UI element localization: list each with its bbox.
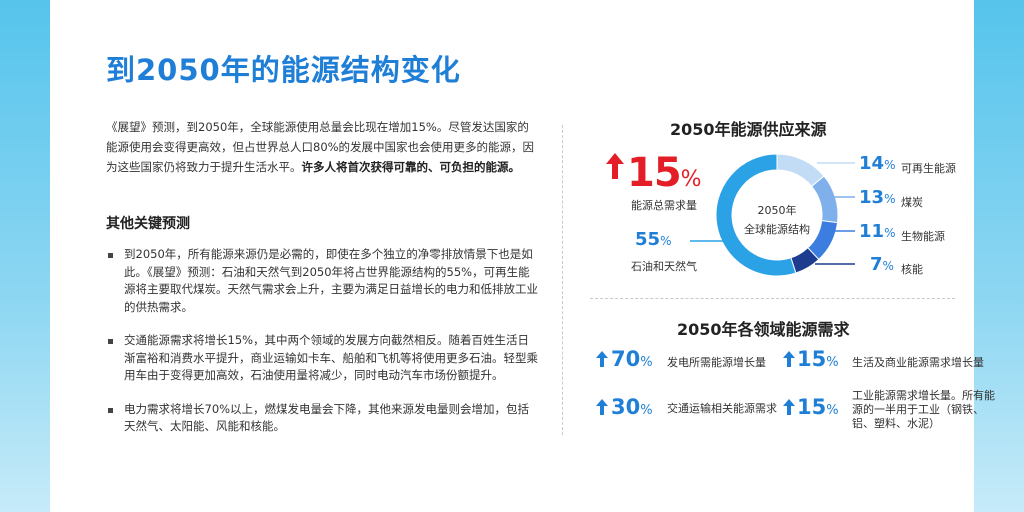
- coal-number: 13: [859, 187, 885, 208]
- residential-demand-label: 生活及商业能源需求增长量: [852, 356, 984, 369]
- renewables-percent: %: [884, 158, 896, 172]
- donut-center-label: 2050年 全球能源结构: [731, 201, 823, 239]
- intro-paragraph: 《展望》预测，到2050年，全球能源使用总量会比现在增加15%。尽管发达国家的能…: [106, 117, 538, 177]
- coal-percent: %: [884, 192, 896, 206]
- page-title: 到2050年的能源结构变化: [106, 53, 461, 87]
- supply-heading: 2050年能源供应来源: [670, 120, 827, 139]
- up-arrow-icon: [606, 153, 624, 179]
- residential-demand-value: 15%: [797, 347, 839, 371]
- list-item: 到2050年，所有能源来源仍是必需的，即使在多个独立的净零排放情景下也是如此。《…: [106, 246, 538, 316]
- bioenergy-value: 11%: [859, 221, 895, 242]
- bioenergy-percent: %: [884, 226, 896, 240]
- transport-demand-percent: %: [640, 403, 653, 418]
- document-page: 到2050年的能源结构变化 《展望》预测，到2050年，全球能源使用总量会比现在…: [50, 0, 995, 512]
- nuclear-percent: %: [882, 259, 894, 273]
- power-demand-label: 发电所需能源增长量: [667, 356, 766, 369]
- energy-mix-donut: [715, 153, 839, 277]
- power-demand-value: 70%: [611, 347, 653, 371]
- nuclear-number: 7: [870, 254, 883, 275]
- up-arrow-icon: [596, 399, 608, 415]
- total-demand-percent: %: [680, 167, 702, 192]
- coal-label: 煤炭: [901, 196, 923, 209]
- industry-demand-number: 15: [797, 395, 827, 419]
- residential-demand-percent: %: [826, 355, 839, 370]
- nuclear-label: 核能: [901, 263, 923, 276]
- list-item: 交通能源需求将增长15%，其中两个领域的发展方向截然相反。随着百姓生活日渐富裕和…: [106, 332, 538, 385]
- oil-gas-number: 55: [635, 229, 661, 250]
- industry-demand-percent: %: [826, 403, 839, 418]
- up-arrow-icon: [783, 351, 795, 367]
- up-arrow-icon: [596, 351, 608, 367]
- left-decorative-band: [0, 0, 50, 512]
- renewables-label: 可再生能源: [901, 162, 956, 175]
- right-decorative-band: [974, 0, 1024, 512]
- renewables-number: 14: [859, 153, 885, 174]
- nuclear-value: 7%: [870, 254, 894, 275]
- donut-segment-oil-gas: [715, 153, 797, 277]
- transport-demand-value: 30%: [611, 395, 653, 419]
- bioenergy-number: 11: [859, 221, 885, 242]
- donut-center-line2: 全球能源结构: [744, 223, 810, 236]
- donut-center-line1: 2050年: [757, 204, 797, 217]
- transport-demand-label: 交通运输相关能源需求: [667, 402, 777, 415]
- power-demand-percent: %: [640, 355, 653, 370]
- industry-demand-value: 15%: [797, 395, 839, 419]
- other-predictions-heading: 其他关键预测: [106, 216, 190, 232]
- total-demand-value: 15%: [627, 150, 702, 196]
- predictions-list: 到2050年，所有能源来源仍是必需的，即使在多个独立的净零排放情景下也是如此。《…: [106, 246, 538, 452]
- power-demand-number: 70: [611, 347, 641, 371]
- renewables-value: 14%: [859, 153, 895, 174]
- total-demand-label: 能源总需求量: [631, 199, 697, 212]
- vertical-divider: [562, 125, 563, 435]
- oil-gas-percent: %: [660, 234, 672, 248]
- intro-text: 《展望》预测，到2050年，全球能源使用总量会比现在增加15%。尽管发达国家的能…: [106, 120, 535, 174]
- horizontal-divider: [590, 298, 955, 299]
- demand-heading: 2050年各领域能源需求: [677, 320, 850, 339]
- transport-demand-number: 30: [611, 395, 641, 419]
- industry-demand-label: 工业能源需求增长量。所有能源的一半用于工业（钢铁、铝、塑料、水泥）: [852, 389, 995, 430]
- residential-demand-number: 15: [797, 347, 827, 371]
- total-demand-number: 15: [627, 150, 682, 196]
- bioenergy-label: 生物能源: [901, 230, 945, 243]
- connector-lines: [690, 162, 855, 265]
- up-arrow-icon: [783, 399, 795, 415]
- intro-bold-text: 许多人将首次获得可靠的、可负担的能源。: [301, 160, 521, 174]
- oil-gas-label: 石油和天然气: [631, 260, 697, 273]
- coal-value: 13%: [859, 187, 895, 208]
- oil-gas-value: 55%: [635, 229, 671, 250]
- list-item: 电力需求将增长70%以上，燃煤发电量会下降，其他来源发电量则会增加，包括天然气、…: [106, 401, 538, 436]
